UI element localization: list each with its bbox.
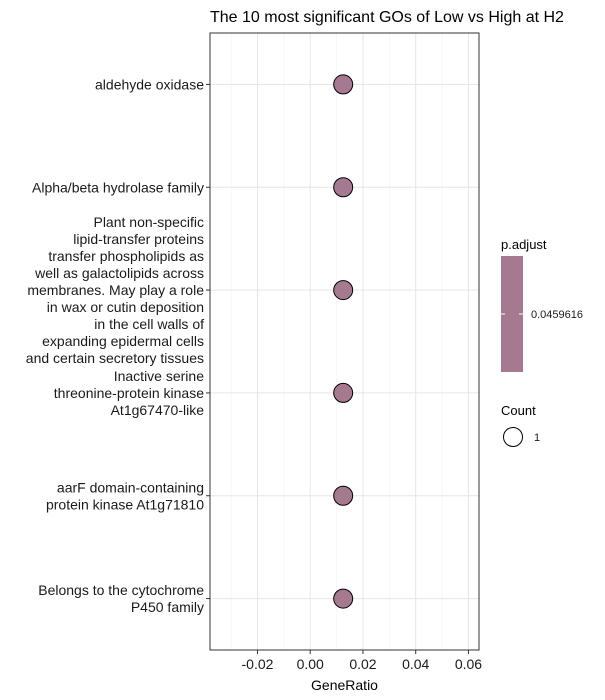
data-points (333, 74, 354, 609)
legend-color-bar (501, 256, 523, 372)
plot-panel (210, 33, 479, 650)
y-tick-label-line: and certain secretory tissues (26, 350, 204, 366)
y-tick-label-line: aldehyde oxidase (95, 76, 204, 92)
y-tick-label-line: Belongs to the cytochrome (38, 582, 204, 598)
legend-size-title: Count (501, 403, 536, 418)
legend-color-title: p.adjust (501, 237, 547, 252)
plot-panel-border (209, 32, 480, 651)
y-tick-label-line: Inactive serine (114, 368, 204, 384)
y-tick-label-line: P450 family (131, 599, 204, 615)
y-tick-label-line: At1g67470-like (111, 402, 205, 418)
legend-size-label: 1 (534, 432, 540, 444)
x-tick-label: 0.06 (455, 656, 482, 672)
data-point (333, 382, 354, 403)
y-tick-label-line: transfer phospholipids as (48, 248, 204, 264)
y-tick-label-line: Alpha/beta hydrolase family (32, 179, 204, 195)
legend: p.adjust 0.0459616 Count 1 (501, 237, 583, 447)
y-tick-label: Inactive serine threonine-protein kinase A… (54, 368, 204, 418)
data-point (333, 280, 354, 301)
y-tick-label: aarF domain-containing protein kinase At1… (46, 479, 204, 512)
legend-color-label: 0.0459616 (531, 309, 583, 321)
y-tick-label-line: in wax or cutin deposition (47, 299, 204, 315)
y-tick-label-line: threonine-protein kinase (54, 385, 204, 401)
y-tick-label: Plant non-specific lipid-transfer protein… (26, 214, 204, 366)
x-tick-label: 0.02 (349, 656, 376, 672)
y-tick-label-line: membranes. May play a role (27, 282, 204, 298)
y-tick-label-line: aarF domain-containing (57, 479, 204, 495)
y-tick-label-line: Plant non-specific (93, 214, 204, 230)
data-point (333, 74, 354, 95)
y-tick-label: Belongs to the cytochrome P450 family (38, 582, 204, 615)
data-point (333, 485, 354, 506)
legend-size-circle (503, 427, 523, 447)
data-point (333, 588, 354, 609)
y-tick-label: aldehyde oxidase (95, 76, 204, 92)
x-axis-title: GeneRatio (311, 677, 378, 693)
y-axis: aldehyde oxidase Alpha/beta hydrolase fam… (26, 76, 210, 615)
y-tick-label-line: protein kinase At1g71810 (46, 496, 204, 512)
y-tick-label-line: expanding epidermal cells (42, 333, 204, 349)
x-tick-label: 0.00 (297, 656, 324, 672)
y-tick-label-line: well as galactolipids across (34, 265, 204, 281)
y-tick-label-line: lipid-transfer proteins (73, 231, 204, 247)
x-tick-label: 0.04 (402, 656, 429, 672)
y-tick-label-line: in the cell walls of (94, 316, 204, 332)
x-tick-label: -0.02 (242, 656, 274, 672)
data-point (333, 177, 354, 198)
y-tick-label: Alpha/beta hydrolase family (32, 179, 204, 195)
chart-title: The 10 most significant GOs of Low vs Hi… (210, 9, 564, 26)
x-axis: -0.02 0.00 0.02 0.04 0.06 (242, 650, 482, 672)
